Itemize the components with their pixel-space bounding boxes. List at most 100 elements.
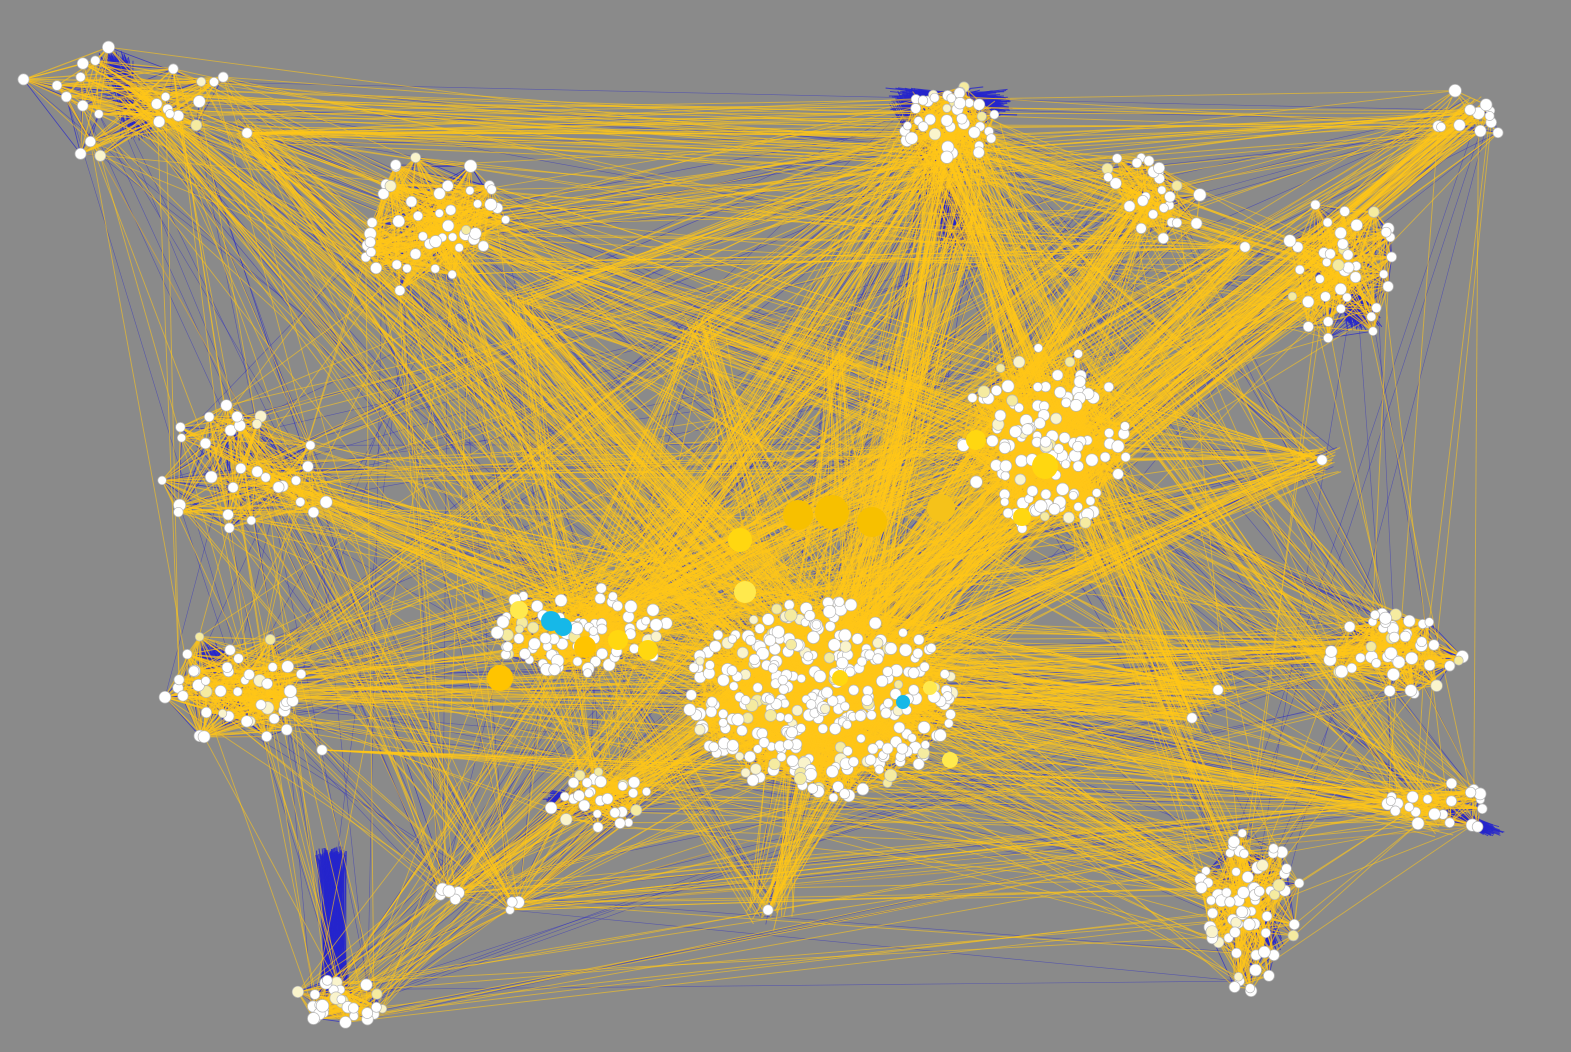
graph-node[interactable] — [267, 662, 278, 673]
high-degree-node[interactable] — [510, 601, 528, 619]
graph-node[interactable] — [157, 475, 167, 486]
graph-node[interactable] — [695, 656, 705, 666]
graph-node[interactable] — [864, 754, 877, 766]
graph-node[interactable] — [1350, 218, 1363, 232]
graph-node[interactable] — [233, 653, 244, 664]
graph-node[interactable] — [752, 682, 763, 693]
graph-node[interactable] — [1453, 119, 1466, 132]
graph-node[interactable] — [463, 159, 478, 173]
graph-node[interactable] — [390, 159, 402, 171]
graph-node[interactable] — [501, 215, 511, 225]
graph-node[interactable] — [811, 619, 822, 630]
graph-node[interactable] — [573, 789, 585, 802]
graph-node[interactable] — [1268, 843, 1279, 854]
graph-node[interactable] — [1310, 199, 1321, 210]
graph-node[interactable] — [190, 119, 203, 132]
graph-node[interactable] — [851, 633, 864, 645]
graph-node[interactable] — [1323, 332, 1334, 343]
graph-node[interactable] — [783, 713, 794, 723]
graph-node[interactable] — [442, 884, 456, 898]
graph-node[interactable] — [251, 418, 262, 430]
graph-node[interactable] — [502, 641, 514, 653]
graph-node[interactable] — [519, 648, 531, 660]
graph-node[interactable] — [1370, 609, 1380, 620]
graph-node[interactable] — [196, 76, 207, 87]
graph-node[interactable] — [394, 285, 406, 296]
graph-node[interactable] — [582, 668, 593, 678]
graph-node[interactable] — [694, 724, 706, 736]
graph-node[interactable] — [753, 744, 763, 754]
graph-node[interactable] — [908, 684, 920, 696]
graph-node[interactable] — [946, 93, 957, 104]
graph-node[interactable] — [75, 72, 86, 83]
graph-node[interactable] — [336, 994, 347, 1005]
graph-node[interactable] — [764, 694, 775, 705]
graph-node[interactable] — [173, 506, 184, 518]
graph-node[interactable] — [628, 776, 641, 789]
graph-node[interactable] — [1464, 104, 1476, 116]
graph-node[interactable] — [893, 679, 904, 690]
graph-node[interactable] — [490, 626, 504, 640]
graph-node[interactable] — [1406, 790, 1419, 804]
graph-node[interactable] — [1423, 659, 1436, 672]
graph-node[interactable] — [1382, 280, 1394, 293]
graph-node[interactable] — [1294, 264, 1305, 275]
graph-node[interactable] — [531, 600, 544, 613]
graph-node[interactable] — [771, 625, 785, 639]
graph-node[interactable] — [592, 809, 602, 819]
graph-node[interactable] — [235, 462, 247, 474]
graph-node[interactable] — [917, 721, 931, 734]
graph-node[interactable] — [77, 99, 89, 112]
graph-node[interactable] — [173, 674, 185, 686]
high-degree-node[interactable] — [927, 494, 955, 522]
graph-node[interactable] — [194, 632, 205, 642]
graph-node[interactable] — [889, 688, 902, 700]
graph-node[interactable] — [243, 668, 255, 681]
graph-node[interactable] — [1111, 439, 1125, 453]
graph-node[interactable] — [592, 821, 604, 833]
graph-node[interactable] — [1315, 274, 1325, 284]
graph-node[interactable] — [924, 113, 936, 126]
graph-node[interactable] — [251, 465, 264, 478]
graph-node[interactable] — [176, 433, 187, 443]
graph-node[interactable] — [1422, 794, 1433, 805]
graph-node[interactable] — [1292, 241, 1304, 253]
graph-node[interactable] — [807, 783, 819, 794]
graph-node[interactable] — [920, 740, 931, 750]
graph-node[interactable] — [209, 77, 219, 87]
graph-node[interactable] — [628, 788, 639, 799]
graph-node[interactable] — [823, 652, 836, 664]
graph-node[interactable] — [1103, 172, 1113, 183]
graph-node[interactable] — [856, 782, 870, 796]
graph-node[interactable] — [434, 208, 444, 218]
graph-node[interactable] — [410, 152, 421, 163]
graph-node[interactable] — [445, 204, 457, 216]
graph-node[interactable] — [1050, 412, 1063, 425]
graph-node[interactable] — [307, 506, 320, 519]
graph-node[interactable] — [217, 71, 229, 83]
graph-node[interactable] — [589, 656, 602, 668]
graph-node[interactable] — [821, 686, 834, 699]
graph-node[interactable] — [972, 146, 985, 159]
graph-node[interactable] — [1428, 807, 1441, 821]
graph-node[interactable] — [861, 694, 873, 706]
graph-node[interactable] — [447, 232, 458, 242]
graph-node[interactable] — [942, 103, 952, 113]
graph-node[interactable] — [1258, 945, 1271, 959]
graph-node[interactable] — [309, 989, 321, 1000]
high-degree-node[interactable] — [832, 670, 848, 686]
graph-node[interactable] — [429, 235, 442, 248]
graph-node[interactable] — [370, 262, 383, 275]
graph-node[interactable] — [153, 115, 166, 128]
graph-node[interactable] — [919, 661, 930, 672]
graph-node[interactable] — [990, 384, 1003, 397]
high-degree-node[interactable] — [638, 640, 658, 660]
graph-node[interactable] — [929, 92, 940, 103]
graph-node[interactable] — [1399, 630, 1412, 643]
graph-node[interactable] — [1256, 859, 1269, 872]
graph-node[interactable] — [867, 743, 879, 755]
graph-node[interactable] — [1294, 878, 1305, 889]
graph-node[interactable] — [933, 728, 947, 742]
graph-node[interactable] — [1385, 796, 1396, 806]
graph-node[interactable] — [1416, 636, 1428, 648]
